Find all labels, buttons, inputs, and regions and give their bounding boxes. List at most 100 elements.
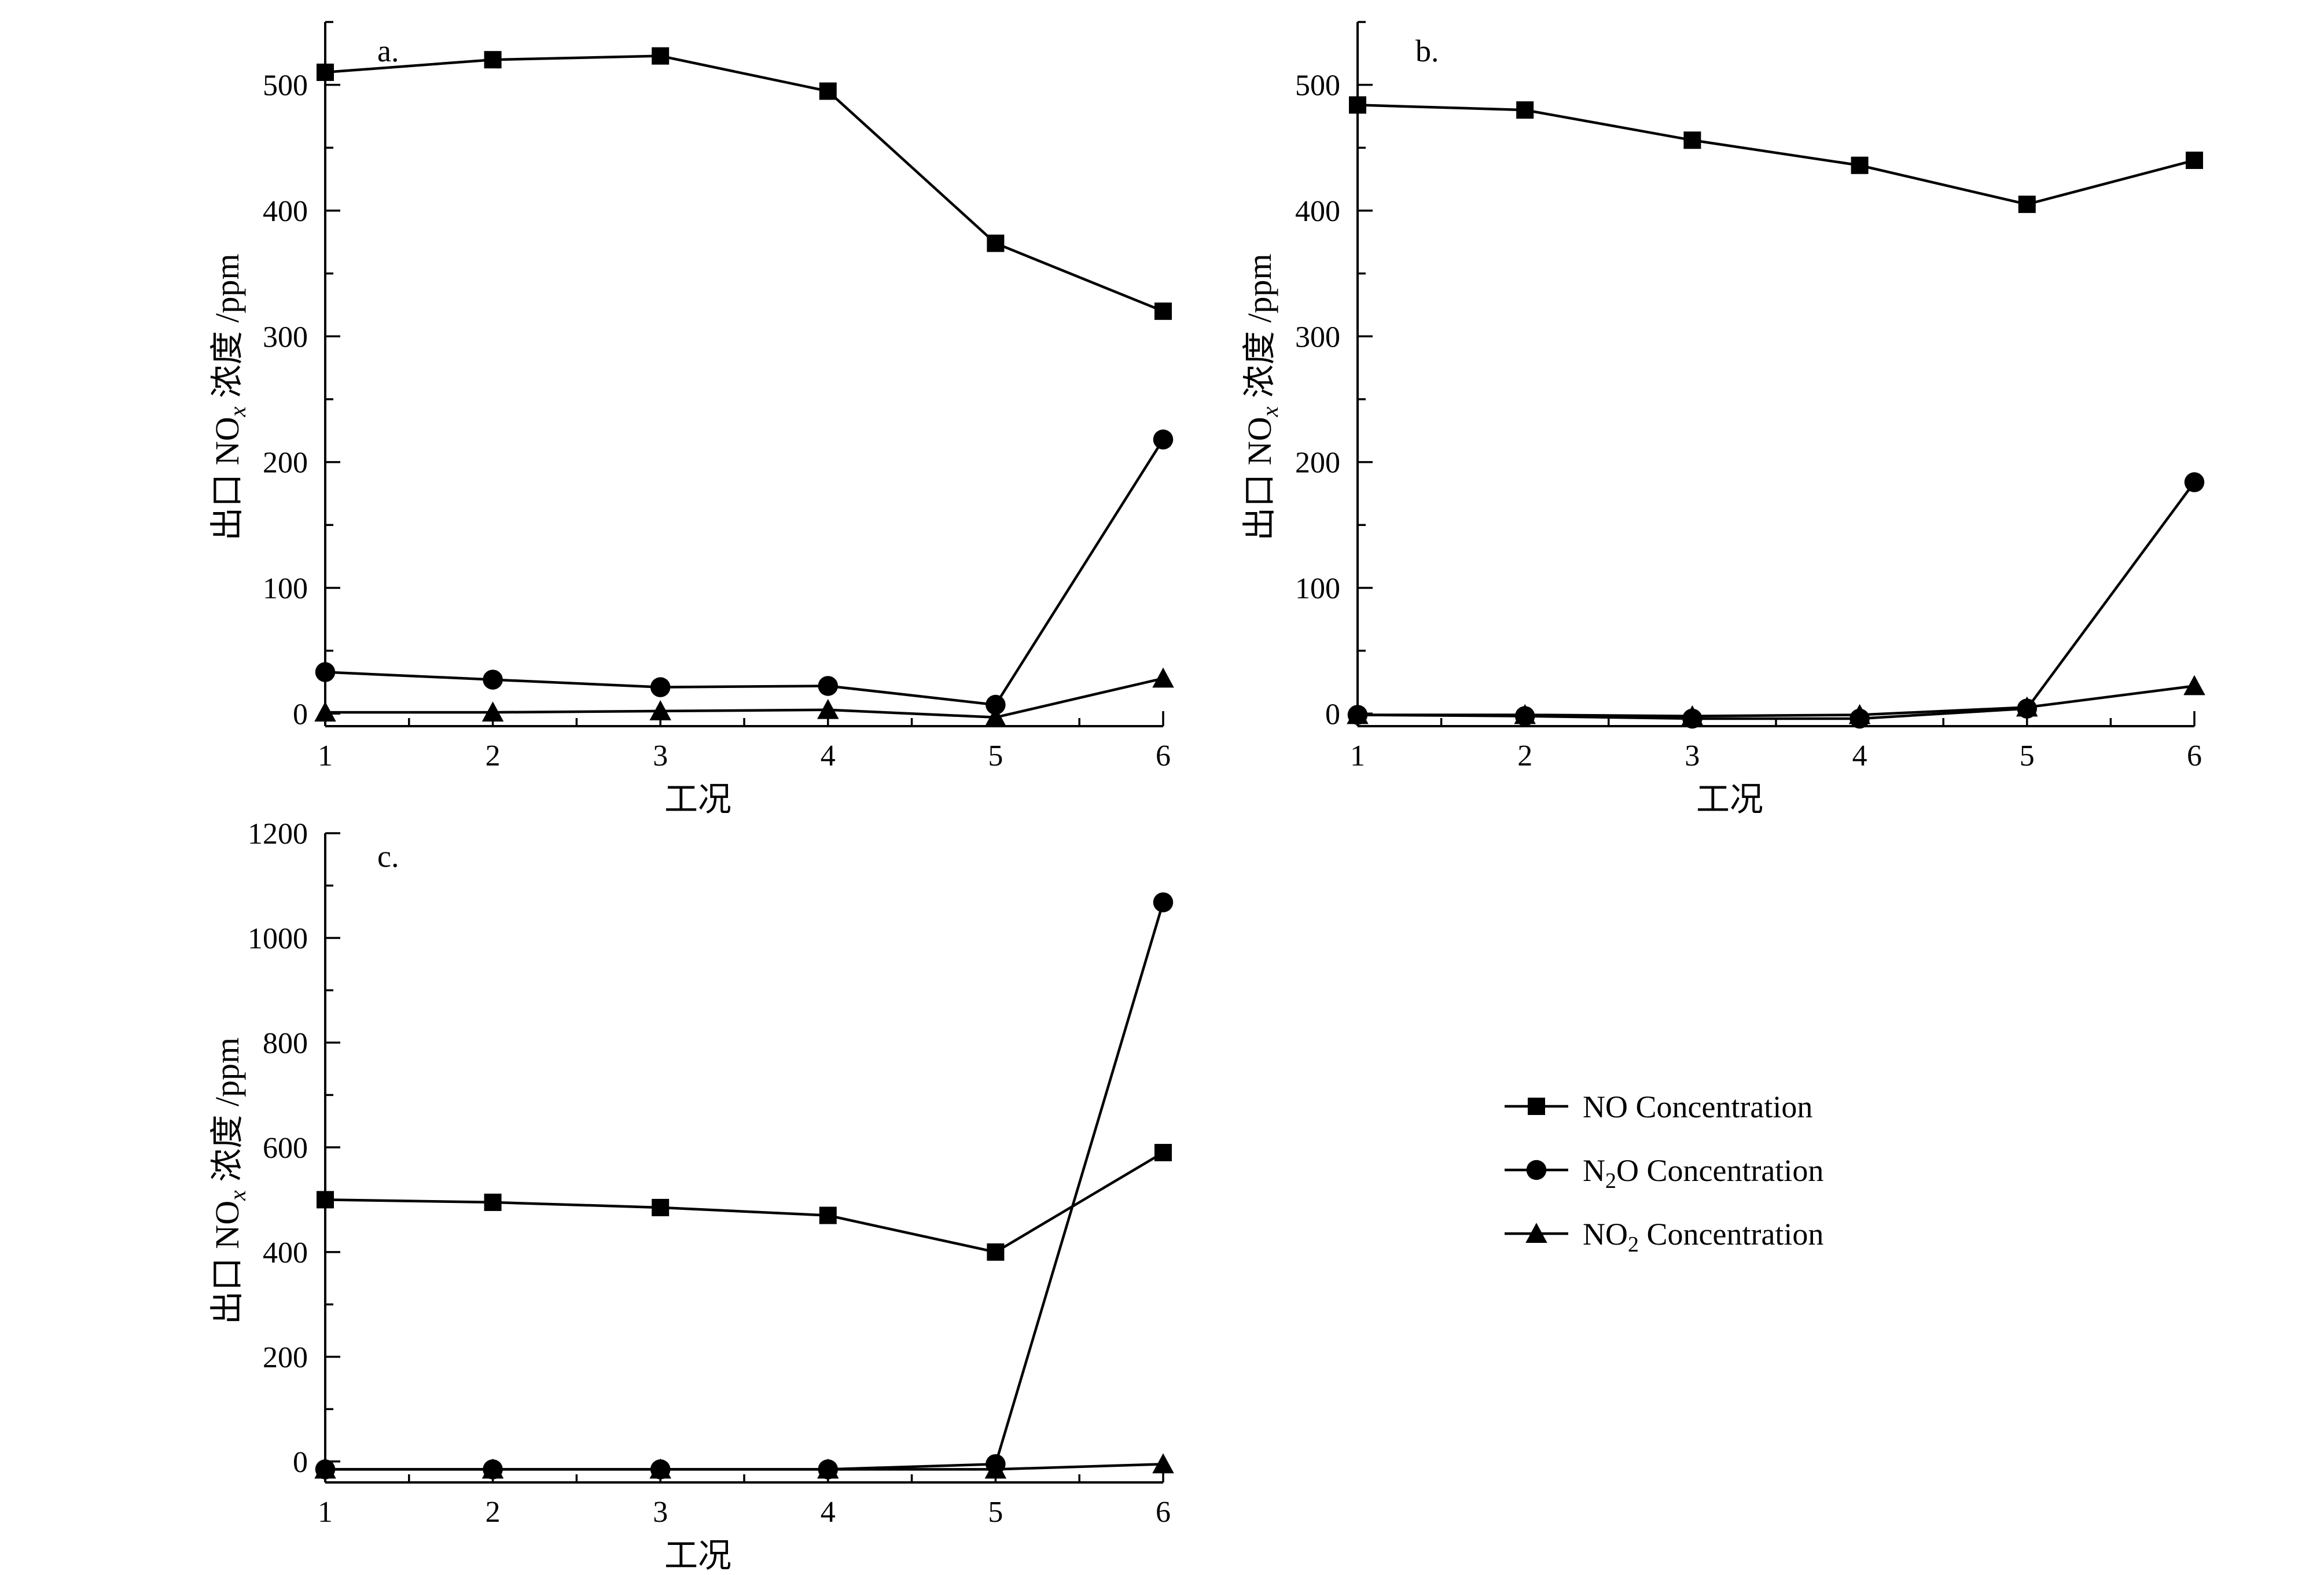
data-point-triangle <box>984 1458 1007 1479</box>
chart-panel-c: 0 200 400 600 800 1000 1200 1 2 3 4 5 6 工况 出口 NOx 浓度 /… <box>208 818 1174 1574</box>
data-point-triangle <box>481 701 504 722</box>
x-tick-label: 3 <box>653 739 668 772</box>
y-tick-label: 600 <box>263 1132 308 1165</box>
data-point-triangle <box>649 700 671 720</box>
data-point-circle <box>315 662 336 682</box>
x-tick-label: 5 <box>988 1496 1003 1529</box>
y-tick-label: 400 <box>263 1237 308 1269</box>
data-point-triangle <box>314 701 336 722</box>
x-tick-label: 5 <box>2020 739 2035 772</box>
series-line-circle <box>325 439 1164 706</box>
x-tick-label: 3 <box>653 1496 668 1529</box>
x-tick-label: 6 <box>1156 739 1171 772</box>
y-tick-label: 0 <box>293 698 308 731</box>
data-point-circle <box>650 677 671 697</box>
x-tick-label: 4 <box>821 739 836 772</box>
data-point-square <box>1516 101 1534 119</box>
y-axis-title: 出口 NOx 浓度 /ppm <box>208 1037 251 1324</box>
x-tick-label: 6 <box>2187 739 2202 772</box>
y-tick-label: 200 <box>263 447 308 480</box>
data-point-square <box>987 234 1005 252</box>
series-line-square <box>325 54 1164 312</box>
x-tick-label: 1 <box>318 1496 333 1529</box>
x-tick-label: 3 <box>1685 739 1700 772</box>
series-line-triangle <box>325 1463 1164 1471</box>
data-point-circle <box>1153 429 1174 450</box>
legend-label: NO2 Concentration <box>1583 1217 1823 1257</box>
x-tick-label: 1 <box>318 739 333 772</box>
data-point-square <box>1851 156 1869 174</box>
data-point-triangle <box>1848 704 1871 724</box>
data-point-square <box>652 47 670 65</box>
data-point-triangle <box>817 1458 839 1479</box>
y-tick-label: 400 <box>263 195 308 228</box>
data-point-square <box>819 1206 837 1224</box>
chart-panel-a: 0 100 200 300 400 500 1 2 3 4 5 6 工况 出口 NOx 浓度 /ppm a. <box>208 21 1174 818</box>
data-point-circle <box>483 669 503 690</box>
data-point-triangle <box>481 1458 504 1479</box>
legend-marker-square <box>1528 1098 1545 1115</box>
data-point-square <box>1154 302 1172 320</box>
series-line-triangle <box>325 677 1164 719</box>
x-tick-label: 4 <box>821 1496 836 1529</box>
legend-marker-triangle <box>1525 1223 1547 1243</box>
y-tick-label: 800 <box>263 1027 308 1060</box>
data-point-triangle <box>649 1458 671 1479</box>
data-point-triangle <box>1347 704 1369 724</box>
series-line-triangle <box>1358 685 2195 717</box>
y-tick-label: 500 <box>1295 69 1340 102</box>
data-point-square <box>2186 152 2203 170</box>
data-point-square <box>819 82 837 100</box>
x-tick-label: 2 <box>486 739 501 772</box>
y-tick-label: 0 <box>1325 698 1340 731</box>
data-point-square <box>484 51 502 69</box>
data-point-triangle <box>2183 675 2205 695</box>
x-axis-title: 工况 <box>1696 781 1763 818</box>
data-point-triangle <box>1514 704 1536 724</box>
panel-label: b. <box>1415 34 1439 68</box>
series-line-circle <box>1357 481 2196 720</box>
data-point-square <box>2018 196 2036 214</box>
x-tick-label: 1 <box>1350 739 1365 772</box>
data-point-triangle <box>984 706 1007 727</box>
series-line-circle <box>325 901 1165 1471</box>
x-tick-label: 2 <box>486 1496 501 1529</box>
data-point-circle <box>2184 472 2205 492</box>
data-point-triangle <box>1681 705 1704 726</box>
data-point-square <box>484 1193 502 1211</box>
data-point-square <box>1154 1143 1172 1161</box>
y-tick-label: 100 <box>263 572 308 605</box>
x-tick-label: 4 <box>1852 739 1867 772</box>
y-tick-label: 200 <box>1295 447 1340 480</box>
data-point-square <box>652 1198 670 1216</box>
y-tick-label: 200 <box>263 1341 308 1374</box>
x-axis-title: 工况 <box>664 1537 731 1574</box>
y-axis-title: 出口 NOx 浓度 /ppm <box>208 253 251 540</box>
panel-label: a. <box>377 34 399 68</box>
data-point-triangle <box>314 1458 336 1479</box>
x-tick-label: 5 <box>988 739 1003 772</box>
legend-marker-circle <box>1526 1160 1547 1180</box>
series-line-square <box>325 1151 1164 1254</box>
legend: NO Concentration N2O Concentration NO2 Con… <box>1505 1090 1823 1257</box>
data-point-triangle <box>1152 667 1174 688</box>
y-tick-label: 400 <box>1295 195 1340 228</box>
data-point-circle <box>1153 892 1174 912</box>
data-point-square <box>317 1191 334 1209</box>
data-point-square <box>1683 131 1701 149</box>
data-point-square <box>1349 96 1366 114</box>
data-point-square <box>317 63 334 81</box>
x-tick-label: 6 <box>1156 1496 1171 1529</box>
data-point-triangle <box>2016 696 2038 717</box>
y-tick-label: 0 <box>293 1446 308 1479</box>
series-line-square <box>1357 104 2195 206</box>
x-tick-label: 2 <box>1517 739 1532 772</box>
legend-label: N2O Concentration <box>1583 1153 1823 1193</box>
x-axis-title: 工况 <box>664 781 731 818</box>
data-point-triangle <box>1152 1453 1174 1474</box>
y-axis-title: 出口 NOx 浓度 /ppm <box>1241 253 1283 540</box>
y-tick-label: 1200 <box>248 818 308 851</box>
y-tick-label: 500 <box>263 69 308 102</box>
legend-label: NO Concentration <box>1583 1090 1812 1124</box>
data-point-square <box>987 1243 1005 1261</box>
